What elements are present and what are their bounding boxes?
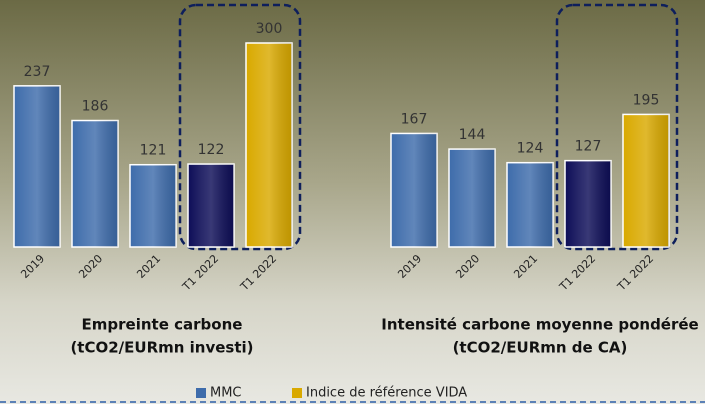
legend-swatch	[292, 388, 302, 398]
bar-sheen	[72, 120, 118, 247]
legend-label: MMC	[210, 386, 242, 401]
value-label: 167	[401, 111, 428, 127]
bar-sheen	[623, 114, 669, 248]
legend-swatch	[196, 388, 206, 398]
bar-sheen	[246, 43, 292, 247]
bar-sheen	[565, 160, 611, 247]
chart-title: Empreinte carbone	[82, 316, 243, 334]
bar-sheen	[130, 164, 176, 247]
highlight-box	[555, 3, 679, 251]
bar-sheen	[188, 164, 234, 247]
chart-title: Intensité carbone moyenne pondérée	[381, 316, 698, 334]
value-label: 121	[140, 143, 167, 159]
chart-subtitle: (tCO2/EURmn investi)	[70, 339, 253, 357]
highlight-box	[178, 3, 302, 251]
value-label: 195	[633, 92, 660, 108]
bar-sheen	[391, 133, 437, 247]
chart-subtitle: (tCO2/EURmn de CA)	[453, 339, 628, 357]
legend-label: Indice de référence VIDA	[306, 386, 467, 401]
value-label: 237	[24, 64, 51, 80]
value-label: 127	[575, 139, 602, 155]
value-label: 124	[517, 141, 544, 157]
bar-sheen	[449, 149, 495, 247]
value-label: 144	[459, 127, 486, 143]
value-label: 186	[82, 99, 109, 115]
value-label: 122	[198, 142, 225, 158]
value-label: 300	[256, 21, 283, 37]
bar-sheen	[507, 162, 553, 247]
bar-sheen	[14, 85, 60, 247]
